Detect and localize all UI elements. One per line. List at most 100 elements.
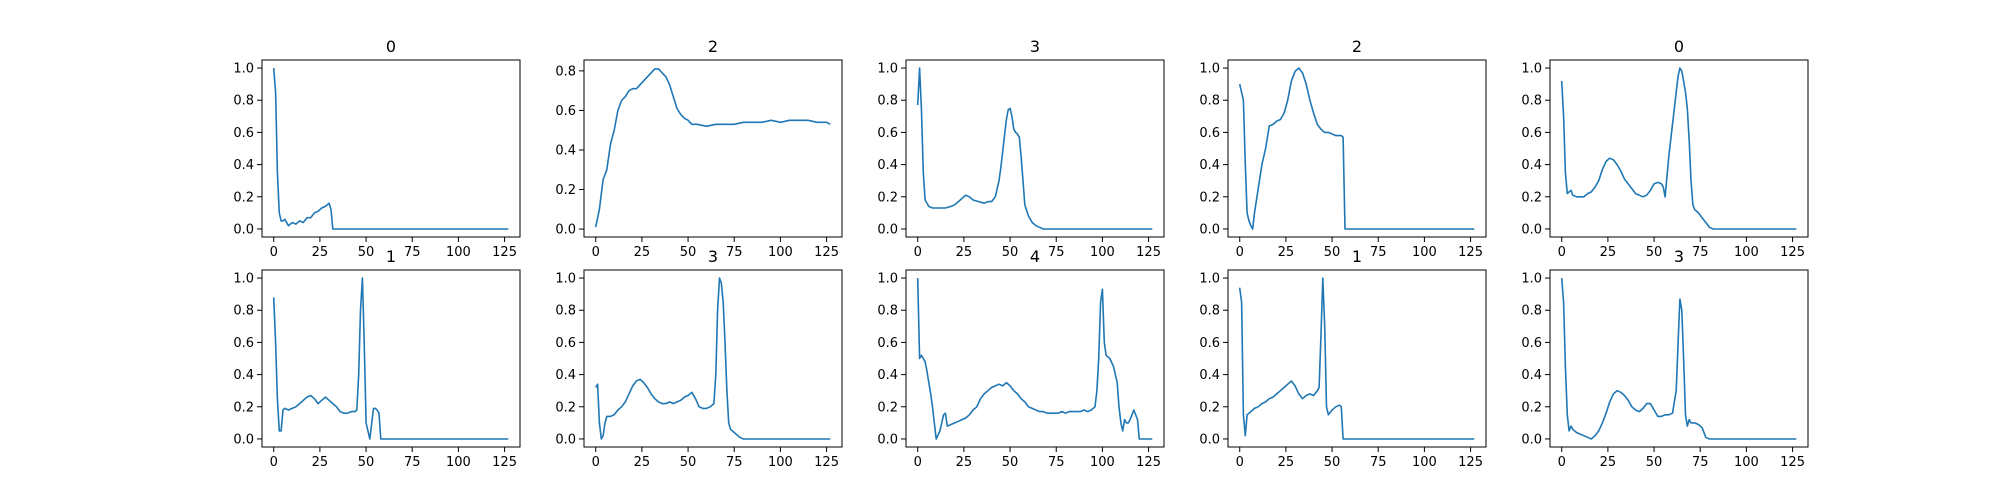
x-tick-label: 50: [358, 245, 375, 260]
axes-frame: [905, 59, 1165, 238]
y-tick-label: 0.6: [555, 336, 576, 351]
y-tick-label: 1.0: [1199, 272, 1220, 287]
x-tick-label: 75: [1370, 245, 1387, 260]
x-tick-label: 50: [680, 245, 697, 260]
y-tick-label: 0.4: [877, 158, 898, 173]
y-tick-label: 0.4: [233, 368, 254, 383]
y-tick-label: 0.4: [1199, 368, 1220, 383]
subplot-title: 0: [386, 37, 396, 56]
x-tick-label: 50: [1002, 455, 1019, 470]
x-tick-label: 50: [1324, 455, 1341, 470]
y-tick-label: 0.8: [555, 64, 576, 79]
series-line: [916, 67, 1153, 230]
x-tick-label: 50: [1324, 245, 1341, 260]
x-tick-label: 0: [914, 245, 922, 260]
series-line: [1560, 67, 1797, 230]
subplot-title: 1: [386, 247, 396, 266]
x-tick-label: 125: [1136, 455, 1161, 470]
y-tick-label: 0.8: [1521, 94, 1542, 109]
subplot-0: 0 25 50 75 100 125 0.0 0.2 0.4 0.6 0.8 1.0 0: [233, 37, 521, 260]
y-tick-label: 1.0: [877, 272, 898, 287]
x-tick-label: 0: [914, 455, 922, 470]
x-tick-label: 25: [312, 245, 329, 260]
x-tick-label: 125: [1458, 455, 1483, 470]
x-tick-label: 0: [1236, 455, 1244, 470]
x-tick-label: 125: [492, 455, 517, 470]
subplot-7: 0 25 50 75 100 125 0.0 0.2 0.4 0.6 0.8 1.0 4: [877, 247, 1165, 470]
subplot-title: 2: [1352, 37, 1362, 56]
x-tick-label: 100: [1090, 455, 1115, 470]
axes-frame: [583, 269, 843, 448]
subplot-title: 3: [1674, 247, 1684, 266]
x-tick-label: 100: [1090, 245, 1115, 260]
y-tick-label: 0.4: [1521, 158, 1542, 173]
y-tick-label: 0.2: [555, 400, 576, 415]
x-tick-label: 50: [358, 455, 375, 470]
x-tick-label: 25: [956, 245, 973, 260]
subplot-4: 0 25 50 75 100 125 0.0 0.2 0.4 0.6 0.8 1.0 0: [1521, 37, 1809, 260]
series-line: [1238, 67, 1475, 230]
y-tick-label: 0.6: [1199, 126, 1220, 141]
y-tick-label: 0.4: [1199, 158, 1220, 173]
y-tick-label: 0.0: [877, 222, 898, 237]
y-tick-label: 0.0: [555, 223, 576, 238]
x-tick-label: 25: [1278, 455, 1295, 470]
x-tick-label: 25: [1600, 455, 1617, 470]
y-tick-label: 0.6: [1521, 336, 1542, 351]
x-tick-label: 125: [1780, 245, 1805, 260]
subplot-3: 0 25 50 75 100 125 0.0 0.2 0.4 0.6 0.8 1.0 2: [1199, 37, 1487, 260]
x-tick-label: 25: [1600, 245, 1617, 260]
y-tick-label: 1.0: [233, 272, 254, 287]
subplot-9: 0 25 50 75 100 125 0.0 0.2 0.4 0.6 0.8 1.0 3: [1521, 247, 1809, 470]
x-tick-label: 0: [270, 245, 278, 260]
x-tick-label: 0: [592, 245, 600, 260]
x-tick-label: 25: [956, 455, 973, 470]
subplot-2: 0 25 50 75 100 125 0.0 0.2 0.4 0.6 0.8 1.0 3: [877, 37, 1165, 260]
axes-frame: [1227, 59, 1487, 238]
subplot-1: 0 25 50 75 100 125 0.0 0.2 0.4 0.6 0.8 2: [555, 37, 843, 260]
axes-frame: [261, 269, 521, 448]
subplot-title: 0: [1674, 37, 1684, 56]
y-tick-label: 0.6: [1521, 126, 1542, 141]
y-tick-label: 0.8: [555, 304, 576, 319]
y-tick-label: 0.6: [1199, 336, 1220, 351]
x-tick-label: 125: [1458, 245, 1483, 260]
x-tick-label: 25: [1278, 245, 1295, 260]
series-line: [272, 67, 509, 230]
x-tick-label: 25: [312, 455, 329, 470]
axes-frame: [1549, 269, 1809, 448]
axes-frame: [261, 59, 521, 238]
y-tick-label: 0.8: [1199, 94, 1220, 109]
x-tick-label: 25: [634, 455, 651, 470]
y-tick-label: 0.6: [555, 104, 576, 119]
x-tick-label: 75: [1692, 455, 1709, 470]
x-tick-label: 100: [768, 455, 793, 470]
y-tick-label: 0.8: [233, 94, 254, 109]
x-tick-label: 100: [1734, 455, 1759, 470]
y-tick-label: 0.2: [877, 190, 898, 205]
axes-frame: [1549, 59, 1809, 238]
x-tick-label: 75: [1370, 455, 1387, 470]
y-tick-label: 0.6: [877, 126, 898, 141]
y-tick-label: 0.4: [233, 158, 254, 173]
x-tick-label: 0: [270, 455, 278, 470]
x-tick-label: 25: [634, 245, 651, 260]
x-tick-label: 50: [1646, 455, 1663, 470]
y-tick-label: 0.2: [1199, 400, 1220, 415]
x-tick-label: 0: [592, 455, 600, 470]
x-tick-label: 125: [492, 245, 517, 260]
x-tick-label: 100: [1734, 245, 1759, 260]
x-tick-label: 50: [1002, 245, 1019, 260]
axes-frame: [583, 59, 843, 238]
x-tick-label: 100: [446, 455, 471, 470]
y-tick-label: 0.2: [877, 400, 898, 415]
x-tick-label: 125: [1136, 245, 1161, 260]
x-tick-label: 125: [1780, 455, 1805, 470]
x-tick-label: 75: [404, 455, 421, 470]
y-tick-label: 0.6: [233, 126, 254, 141]
y-tick-label: 0.2: [233, 190, 254, 205]
y-tick-label: 0.0: [1199, 222, 1220, 237]
x-tick-label: 0: [1558, 245, 1566, 260]
subplot-title: 2: [708, 37, 718, 56]
